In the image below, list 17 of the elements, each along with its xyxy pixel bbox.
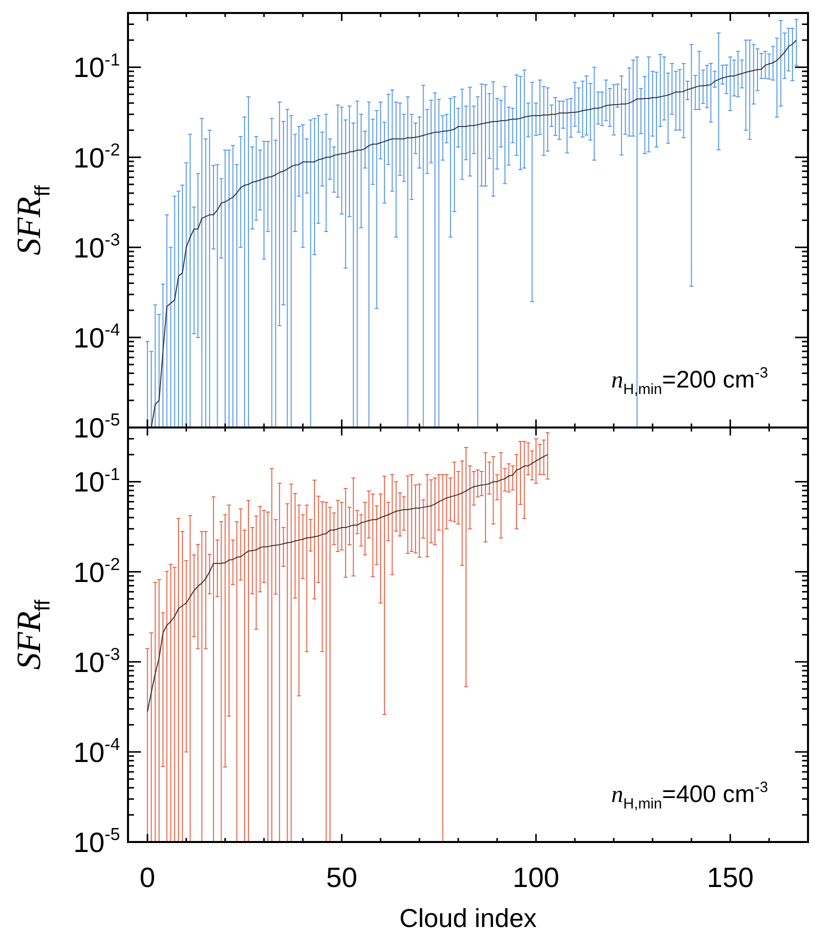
y-tick-label: 10$^{-5}$ [73, 410, 120, 444]
y-tick-label: 10$^{-3}$ [73, 644, 120, 678]
line-series [146, 454, 548, 712]
y-tick-label: 10$^{-4}$ [73, 734, 120, 768]
y-tick-label: 10$^{-3}$ [73, 230, 120, 264]
y-tick-label: 10$^{-2}$ [73, 140, 120, 174]
y-tick-label: 10$^{-2}$ [73, 554, 120, 588]
x-tick-label: 50 [326, 862, 358, 893]
annotation: n$_{H,min}$=400 cm$^{-3}$ [611, 780, 768, 813]
y-tick-label: 10$^{-4}$ [73, 320, 120, 354]
x-tick-label: 0 [140, 862, 156, 893]
y-tick-label: 10$^{-1}$ [73, 49, 120, 84]
y-tick-label: 10$^{-1}$ [73, 464, 120, 498]
x-tick-label: 100 [512, 862, 560, 893]
x-tick-label: 150 [706, 862, 754, 893]
y-tick-label: 10$^{-5}$ [73, 824, 120, 858]
x-axis-title: Cloud index [399, 903, 537, 933]
